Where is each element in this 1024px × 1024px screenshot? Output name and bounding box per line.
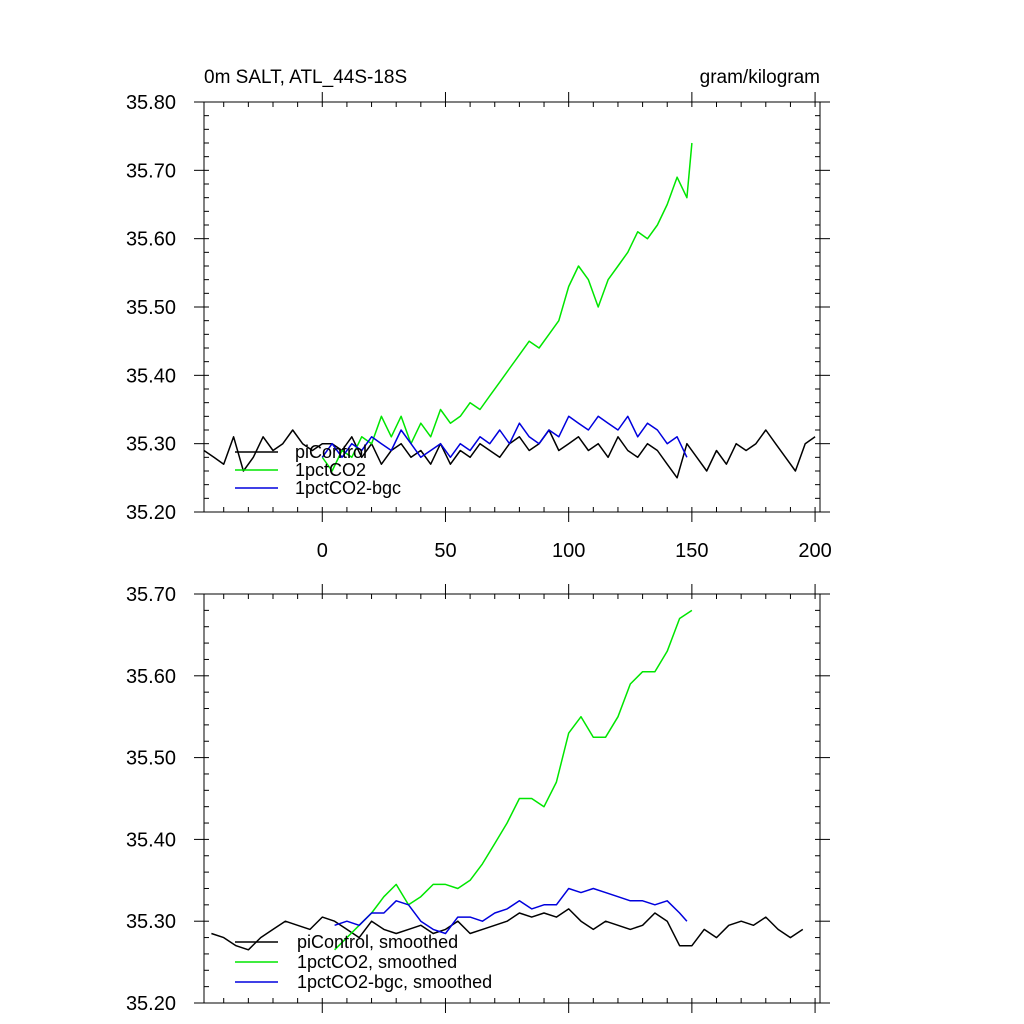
legend-label: 1pctCO2, smoothed [297,952,457,972]
legend-label: 1pctCO2-bgc [295,478,401,498]
y-tick-label: 35.50 [126,748,176,770]
y-tick-label: 35.30 [126,911,176,933]
x-tick-label: 0 [317,540,328,562]
y-tick-label: 35.40 [126,829,176,851]
chart-units: gram/kilogram [700,67,820,88]
legend-label: 1pctCO2-bgc, smoothed [297,972,492,992]
y-tick-label: 35.70 [126,160,176,182]
bottom-panel-smoothed: 35.20 35.30 35.40 35.50 35.60 35.70 piControl,… [126,584,830,1015]
y-tick-label: 35.20 [126,993,176,1015]
x-tick-label: 100 [552,540,585,562]
y-tick-label: 35.40 [126,365,176,387]
y-tick-label: 35.80 [126,92,176,114]
x-tick-label: 50 [434,540,456,562]
series-line-1pctCO2-bgc [321,415,688,459]
series-line-1pctCO2 [321,142,693,472]
y-tick-label: 35.60 [126,229,176,251]
legend-label: piControl, smoothed [297,932,458,952]
y-tick-label: 35.50 [126,297,176,319]
y-tick-label: 35.30 [126,434,176,456]
y-tick-label: 35.70 [126,584,176,606]
y-tick-label: 35.20 [126,502,176,524]
chart-title: 0m SALT, ATL_44S-18S [204,67,407,88]
x-tick-label: 150 [675,540,708,562]
series-line-piControl [211,908,804,951]
series-line-1pctCO2-bgc [334,887,688,935]
series-line-1pctCO2 [334,609,693,951]
top-panel-raw: 0 50 100 150 200 35.20 35.30 35.40 35.50 35.60 35.… [126,92,832,562]
legend-label: piControl [295,442,367,462]
y-tick-label: 35.60 [126,666,176,688]
plot-frame [203,593,821,1004]
x-tick-label: 200 [798,540,831,562]
legend-label: 1pctCO2 [295,460,366,480]
